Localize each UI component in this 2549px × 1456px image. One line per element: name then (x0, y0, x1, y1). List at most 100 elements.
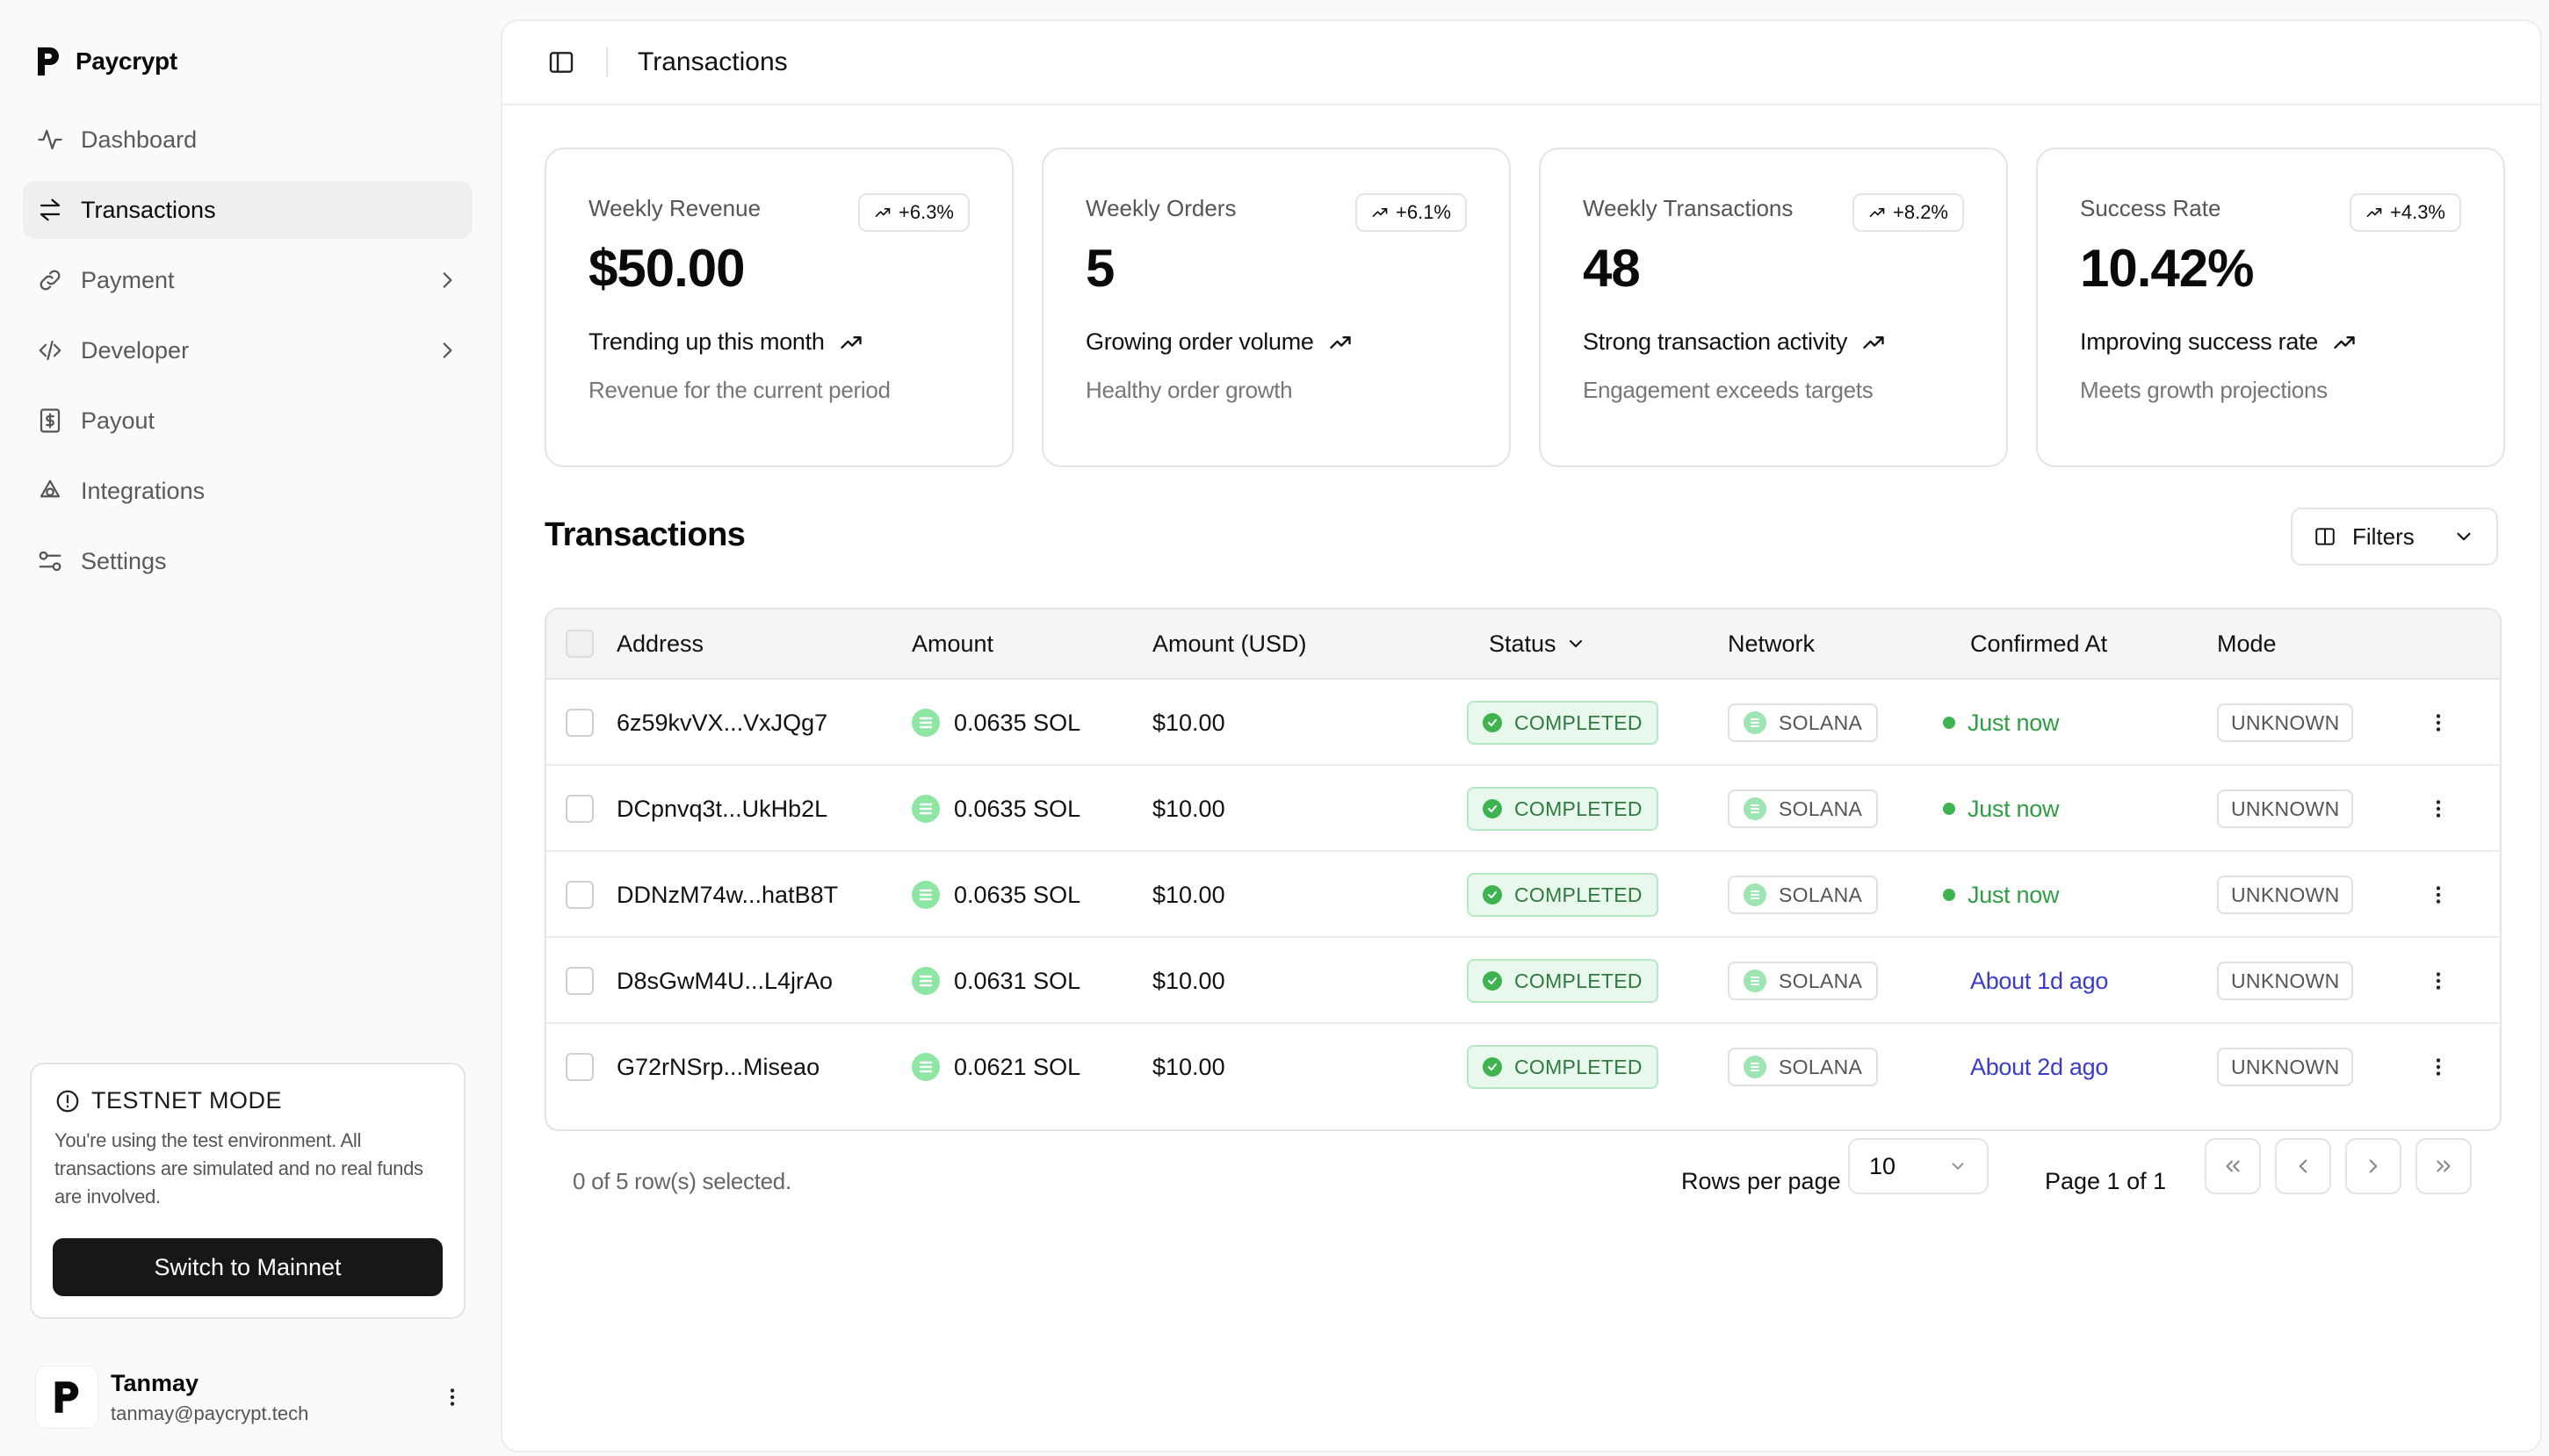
table-row[interactable]: G72rNSrp...Miseao 0.0621 SOL $10.00 COMP… (546, 1024, 2500, 1110)
row-checkbox[interactable] (566, 1053, 594, 1081)
testnet-notice: TESTNET MODE You're using the test envir… (30, 1063, 466, 1319)
row-checkbox-wrap (566, 680, 594, 766)
confirmed-at: Just now (1943, 882, 2059, 909)
row-actions (2425, 680, 2452, 766)
testnet-description: You're using the test environment. All t… (54, 1129, 423, 1207)
rows-per-page-select[interactable]: 10 (1848, 1138, 1989, 1194)
status-badge: COMPLETED (1467, 959, 1658, 1003)
network-badge: SOLANA (1728, 1048, 1879, 1086)
filters-button[interactable]: Filters (2291, 508, 2498, 566)
brand[interactable]: Paycrypt (35, 44, 177, 79)
sidebar-item-payout[interactable]: Payout (23, 392, 473, 450)
stat-subtext: Revenue for the current period (589, 377, 891, 403)
row-checkbox[interactable] (566, 795, 594, 823)
user-profile[interactable]: Tanmay tanmay@paycrypt.tech (35, 1366, 466, 1429)
sidebar-item-dashboard[interactable]: Dashboard (23, 111, 473, 169)
paycrypt-logo-icon (54, 1381, 79, 1413)
previous-page-button[interactable] (2275, 1138, 2331, 1194)
table-row[interactable]: DDNzM74w...hatB8T 0.0635 SOL $10.00 COMP… (546, 852, 2500, 938)
row-checkbox[interactable] (566, 967, 594, 995)
more-vertical-icon[interactable] (439, 1384, 466, 1410)
row-actions (2425, 1024, 2452, 1110)
last-page-button[interactable] (2415, 1138, 2472, 1194)
stat-trend: Improving success rate (2080, 328, 2461, 356)
stat-badge-value: +6.1% (1396, 201, 1451, 223)
page-title: Transactions (638, 47, 788, 76)
stat-label: Weekly Transactions (1583, 195, 1794, 221)
more-vertical-icon[interactable] (2425, 968, 2452, 994)
row-confirmed-at: About 2d ago (1970, 1024, 2108, 1110)
row-checkbox[interactable] (566, 709, 594, 737)
row-address[interactable]: 6z59kvVX...VxJQg7 (617, 709, 828, 736)
chevron-down-icon (1569, 640, 1582, 647)
row-network: SOLANA (1728, 938, 1879, 1024)
sidebar: Paycrypt Dashboard Transactions Payment (0, 0, 501, 1456)
row-status: COMPLETED (1467, 680, 1658, 766)
sidebar-item-transactions[interactable]: Transactions (23, 181, 473, 239)
main-content: Transactions Weekly Revenue +6.3% $50.00… (501, 19, 2542, 1452)
row-confirmed-at: Just now (1943, 680, 2059, 766)
table-row[interactable]: DCpnvq3t...UkHb2L 0.0635 SOL $10.00 COMP… (546, 766, 2500, 852)
confirmed-at: Just now (1943, 710, 2059, 737)
column-status[interactable]: Status (1489, 631, 1586, 658)
stat-value: 10.42% (2080, 239, 2255, 298)
more-vertical-icon[interactable] (2425, 882, 2452, 908)
check-circle-icon (1483, 885, 1502, 905)
row-amount-value: 0.0631 SOL (954, 967, 1081, 994)
solana-icon (912, 1053, 940, 1081)
sidebar-item-payment[interactable]: Payment (23, 251, 473, 309)
sidebar-item-settings[interactable]: Settings (23, 532, 473, 590)
table-row[interactable]: 6z59kvVX...VxJQg7 0.0635 SOL $10.00 COMP… (546, 680, 2500, 766)
column-confirmed-at: Confirmed At (1970, 630, 2108, 657)
network-text: SOLANA (1779, 1055, 1863, 1078)
stat-trend-text: Strong transaction activity (1583, 328, 1848, 355)
row-status: COMPLETED (1467, 766, 1658, 852)
mode-badge: UNKNOWN (2217, 703, 2354, 742)
network-badge: SOLANA (1728, 876, 1879, 914)
column-address: Address (617, 630, 704, 657)
solana-icon (1744, 969, 1766, 992)
row-address[interactable]: D8sGwM4U...L4jrAo (617, 967, 834, 994)
stat-subtext: Engagement exceeds targets (1583, 377, 1874, 403)
solana-icon (912, 795, 940, 823)
mode-badge: UNKNOWN (2217, 789, 2354, 828)
row-mode: UNKNOWN (2217, 680, 2354, 766)
solana-icon (1744, 711, 1766, 734)
switch-to-mainnet-button[interactable]: Switch to Mainnet (53, 1238, 443, 1296)
row-amount: 0.0635 SOL (912, 766, 1080, 852)
chevron-right-icon (443, 272, 452, 288)
row-amount-usd: $10.00 (1152, 795, 1225, 822)
more-vertical-icon[interactable] (2425, 796, 2452, 822)
network-badge: SOLANA (1728, 789, 1879, 828)
toggle-sidebar-icon[interactable] (546, 47, 576, 77)
check-circle-icon (1483, 799, 1502, 818)
first-page-button[interactable] (2205, 1138, 2261, 1194)
more-vertical-icon[interactable] (2425, 1054, 2452, 1080)
select-all-checkbox[interactable] (566, 630, 594, 658)
confirmed-at: About 1d ago (1970, 967, 2109, 994)
network-text: SOLANA (1779, 796, 1863, 820)
more-vertical-icon[interactable] (2425, 710, 2452, 736)
selection-summary: 0 of 5 row(s) selected. (573, 1168, 791, 1194)
trending-up-icon (840, 335, 862, 349)
row-address[interactable]: DCpnvq3t...UkHb2L (617, 795, 828, 822)
row-address[interactable]: DDNzM74w...hatB8T (617, 881, 839, 908)
confirmed-text: Just now (1968, 709, 2060, 736)
confirmed-text: Just now (1968, 795, 2060, 822)
confirmed-at: About 2d ago (1970, 1053, 2109, 1080)
row-checkbox[interactable] (566, 881, 594, 909)
live-dot-icon (1943, 717, 1955, 729)
stat-badge: +6.1% (1355, 193, 1467, 232)
next-page-button[interactable] (2345, 1138, 2401, 1194)
column-mode: Mode (2217, 630, 2277, 657)
chevrons-right-icon (2437, 1160, 2451, 1172)
sidebar-item-integrations[interactable]: Integrations (23, 462, 473, 520)
status-text: COMPLETED (1514, 710, 1643, 734)
stat-label: Success Rate (2080, 195, 2221, 221)
row-mode: UNKNOWN (2217, 1024, 2354, 1110)
chevron-left-icon (2299, 1159, 2307, 1173)
confirmed-at: Just now (1943, 796, 2059, 823)
sidebar-item-developer[interactable]: Developer (23, 321, 473, 379)
row-address[interactable]: G72rNSrp...Miseao (617, 1053, 820, 1080)
table-row[interactable]: D8sGwM4U...L4jrAo 0.0631 SOL $10.00 COMP… (546, 938, 2500, 1024)
